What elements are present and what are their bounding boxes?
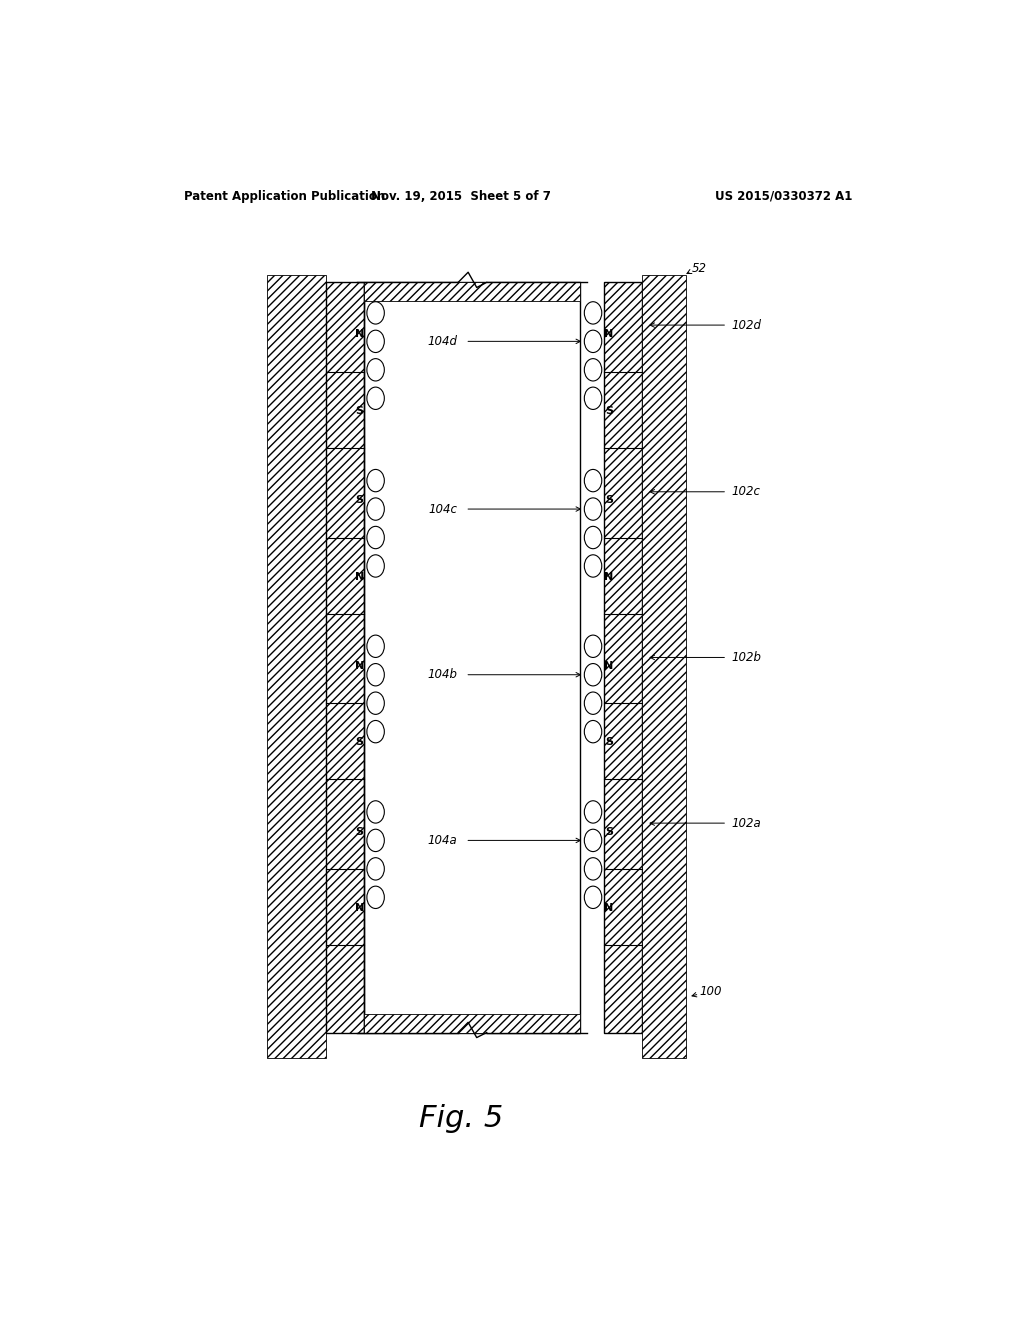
Circle shape xyxy=(585,801,602,824)
Text: 104a: 104a xyxy=(428,834,458,847)
Text: N: N xyxy=(355,903,365,913)
Text: N: N xyxy=(355,572,365,582)
Text: N: N xyxy=(355,329,365,339)
Text: N: N xyxy=(604,661,613,671)
Circle shape xyxy=(585,470,602,492)
Bar xyxy=(327,282,365,1032)
Circle shape xyxy=(367,330,384,352)
Circle shape xyxy=(367,302,384,325)
Text: S: S xyxy=(605,495,613,506)
Text: 102d: 102d xyxy=(731,318,761,331)
Circle shape xyxy=(367,554,384,577)
Circle shape xyxy=(585,359,602,381)
Circle shape xyxy=(367,527,384,549)
Bar xyxy=(365,282,581,1032)
Bar xyxy=(327,282,365,1032)
Text: S: S xyxy=(355,826,364,837)
Circle shape xyxy=(585,829,602,851)
Text: S: S xyxy=(605,738,613,747)
Text: N: N xyxy=(604,903,613,913)
Circle shape xyxy=(585,387,602,409)
Circle shape xyxy=(367,635,384,657)
Text: S: S xyxy=(355,738,364,747)
Bar xyxy=(604,282,642,1032)
Circle shape xyxy=(585,721,602,743)
Text: 100: 100 xyxy=(699,985,722,998)
Text: US 2015/0330372 A1: US 2015/0330372 A1 xyxy=(715,190,853,202)
Text: N: N xyxy=(355,661,365,671)
Circle shape xyxy=(585,527,602,549)
Text: S: S xyxy=(605,407,613,416)
Bar xyxy=(267,276,327,1057)
Circle shape xyxy=(367,721,384,743)
Circle shape xyxy=(585,330,602,352)
Circle shape xyxy=(585,886,602,908)
Circle shape xyxy=(585,635,602,657)
Text: S: S xyxy=(355,495,364,506)
Text: 104d: 104d xyxy=(427,335,458,348)
Text: Nov. 19, 2015  Sheet 5 of 7: Nov. 19, 2015 Sheet 5 of 7 xyxy=(372,190,551,202)
Bar xyxy=(365,1014,581,1032)
Circle shape xyxy=(367,801,384,824)
Circle shape xyxy=(367,692,384,714)
Text: N: N xyxy=(604,572,613,582)
Text: S: S xyxy=(605,826,613,837)
Circle shape xyxy=(585,302,602,325)
Circle shape xyxy=(585,692,602,714)
Circle shape xyxy=(585,664,602,686)
Bar xyxy=(642,276,686,1057)
Bar xyxy=(365,282,581,301)
Text: N: N xyxy=(604,329,613,339)
Circle shape xyxy=(367,387,384,409)
Circle shape xyxy=(367,886,384,908)
Text: 102b: 102b xyxy=(731,651,761,664)
Text: 102a: 102a xyxy=(731,817,761,830)
Bar xyxy=(604,282,642,1032)
Text: 52: 52 xyxy=(691,261,707,275)
Circle shape xyxy=(585,858,602,880)
Text: S: S xyxy=(355,407,364,416)
Text: Patent Application Publication: Patent Application Publication xyxy=(183,190,385,202)
Circle shape xyxy=(585,498,602,520)
Text: 104b: 104b xyxy=(427,668,458,681)
Circle shape xyxy=(367,858,384,880)
Text: 104c: 104c xyxy=(428,503,458,516)
Text: Fig. 5: Fig. 5 xyxy=(419,1105,504,1134)
Circle shape xyxy=(367,470,384,492)
Circle shape xyxy=(367,498,384,520)
Circle shape xyxy=(585,554,602,577)
Circle shape xyxy=(367,829,384,851)
Circle shape xyxy=(367,359,384,381)
Text: 102c: 102c xyxy=(731,486,760,498)
Circle shape xyxy=(367,664,384,686)
